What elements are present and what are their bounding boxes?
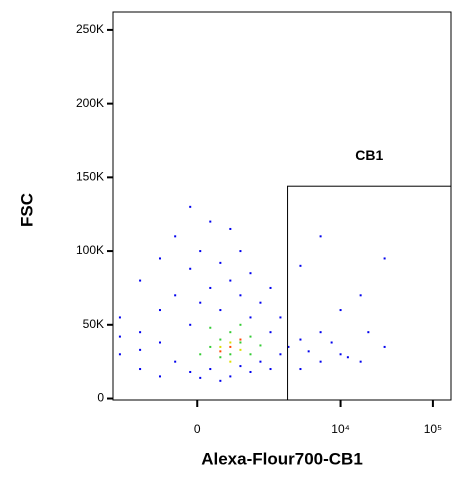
y-tick-label: 0 xyxy=(97,391,104,405)
event-dot xyxy=(209,286,212,289)
event-dot xyxy=(219,338,222,341)
event-dot xyxy=(139,348,142,351)
event-dot xyxy=(249,335,252,338)
event-dot xyxy=(229,227,232,230)
event-dot xyxy=(239,294,242,297)
event-dot xyxy=(118,335,121,338)
event-dot xyxy=(319,235,322,238)
event-dot xyxy=(219,356,222,359)
x-tick-label: 10⁴ xyxy=(331,422,350,436)
gate-label: CB1 xyxy=(355,147,383,163)
event-dot xyxy=(229,360,232,363)
event-dot xyxy=(209,345,212,348)
event-dot xyxy=(174,294,177,297)
event-dot xyxy=(269,331,272,334)
event-dot xyxy=(279,316,282,319)
event-dot xyxy=(118,316,121,319)
event-dot xyxy=(359,294,362,297)
event-dot xyxy=(229,353,232,356)
event-dot xyxy=(239,323,242,326)
event-dot xyxy=(269,368,272,371)
event-dot xyxy=(174,360,177,363)
event-dot xyxy=(249,316,252,319)
event-dot xyxy=(339,353,342,356)
event-dot xyxy=(229,279,232,282)
event-dot xyxy=(158,375,161,378)
event-dot xyxy=(319,331,322,334)
x-axis-title: Alexa-Flour700-CB1 xyxy=(201,449,363,468)
event-dot xyxy=(209,368,212,371)
gate xyxy=(287,185,452,401)
event-dot xyxy=(239,348,242,351)
event-dot xyxy=(249,370,252,373)
event-dot xyxy=(279,353,282,356)
y-tick-label: 50K xyxy=(83,317,104,331)
event-dot xyxy=(189,267,192,270)
event-dot xyxy=(189,205,192,208)
event-dot xyxy=(269,286,272,289)
event-dot xyxy=(158,309,161,312)
event-dot xyxy=(199,250,202,253)
event-dot xyxy=(239,341,242,344)
event-dot xyxy=(383,257,386,260)
event-dot xyxy=(219,309,222,312)
event-dot xyxy=(118,353,121,356)
event-dot xyxy=(339,309,342,312)
event-dot xyxy=(259,360,262,363)
event-dot xyxy=(139,331,142,334)
event-dot xyxy=(209,220,212,223)
event-dot xyxy=(383,345,386,348)
event-dot xyxy=(199,353,202,356)
event-dot xyxy=(139,368,142,371)
event-dot xyxy=(219,345,222,348)
y-tick-label: 150K xyxy=(76,170,104,184)
event-dot xyxy=(239,338,242,341)
event-dot xyxy=(199,376,202,379)
event-dot xyxy=(359,360,362,363)
plot-frame xyxy=(112,11,452,401)
event-dot xyxy=(287,345,290,348)
event-dot xyxy=(299,264,302,267)
y-tick-label: 250K xyxy=(76,22,104,36)
event-dot xyxy=(259,344,262,347)
event-dot xyxy=(239,250,242,253)
event-dot xyxy=(367,331,370,334)
event-dot xyxy=(249,353,252,356)
event-dot xyxy=(219,350,222,353)
event-dot xyxy=(299,368,302,371)
event-dot xyxy=(319,360,322,363)
event-dot xyxy=(199,301,202,304)
event-dot xyxy=(229,375,232,378)
event-dot xyxy=(219,379,222,382)
event-dot xyxy=(229,345,232,348)
event-dot xyxy=(219,261,222,264)
x-tick-label: 0 xyxy=(194,422,201,436)
event-dot xyxy=(174,235,177,238)
y-axis-title: FSC xyxy=(17,193,36,227)
event-dot xyxy=(139,279,142,282)
y-tick-label: 100K xyxy=(76,243,104,257)
x-tick-label: 10⁵ xyxy=(424,422,442,436)
event-dot xyxy=(299,338,302,341)
event-dot xyxy=(239,365,242,368)
event-dot xyxy=(259,301,262,304)
event-dot xyxy=(249,272,252,275)
event-dot xyxy=(307,350,310,353)
event-dot xyxy=(158,257,161,260)
event-dot xyxy=(346,356,349,359)
event-dot xyxy=(189,323,192,326)
event-dot xyxy=(229,331,232,334)
event-dot xyxy=(209,326,212,329)
event-dot xyxy=(158,341,161,344)
y-tick-label: 200K xyxy=(76,96,104,110)
event-dot xyxy=(330,341,333,344)
event-dot xyxy=(189,370,192,373)
event-dot xyxy=(229,341,232,344)
